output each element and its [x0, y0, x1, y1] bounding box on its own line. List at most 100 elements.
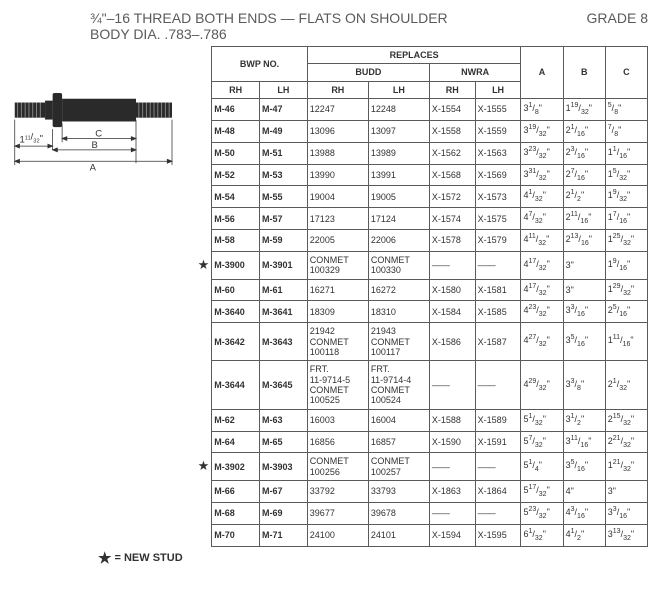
cell-nwra-lh: X-1579: [475, 230, 521, 252]
cell-nwra-lh: X-1864: [475, 481, 521, 503]
cell-a: 417/32": [521, 251, 563, 279]
cell-bwp-lh: M-49: [260, 120, 308, 142]
cell-c: 111/16": [605, 323, 647, 361]
cell-bwp-lh: M-3643: [260, 323, 308, 361]
table-row: M-46M-471224712248X-1554X-155531/8"119/3…: [190, 99, 648, 121]
star-cell: [190, 361, 212, 409]
cell-b: 119/32": [563, 99, 605, 121]
cell-a: 411/32": [521, 230, 563, 252]
star-cell: [190, 524, 212, 546]
table-row: M-54M-551900419005X-1572X-157341/32"21/2…: [190, 186, 648, 208]
cell-b: 3": [563, 279, 605, 301]
cell-c: 125/32": [605, 230, 647, 252]
cell-b: 35/16": [563, 453, 605, 481]
cell-b: 23/16": [563, 142, 605, 164]
cell-budd-rh: 13096: [307, 120, 368, 142]
cell-bwp-lh: M-3903: [260, 453, 308, 481]
cell-budd-lh: 24101: [368, 524, 429, 546]
cell-b: 211/16": [563, 208, 605, 230]
hdr-budd: BUDD: [307, 64, 429, 81]
cell-budd-rh: 33792: [307, 481, 368, 503]
cell-budd-lh: 13097: [368, 120, 429, 142]
cell-c: 3": [605, 481, 647, 503]
cell-c: 221/32": [605, 431, 647, 453]
cell-nwra-rh: ——: [429, 502, 475, 524]
cell-bwp-rh: M-46: [212, 99, 260, 121]
cell-budd-lh: 16272: [368, 279, 429, 301]
cell-bwp-rh: M-62: [212, 409, 260, 431]
hdr-budd-rh: RH: [307, 81, 368, 98]
cell-bwp-rh: M-3642: [212, 323, 260, 361]
cell-budd-rh: 19004: [307, 186, 368, 208]
cell-bwp-lh: M-51: [260, 142, 308, 164]
cell-b: 3": [563, 251, 605, 279]
table-row: M-66M-673379233793X-1863X-1864517/32"4"3…: [190, 481, 648, 503]
hdr-replaces: REPLACES: [307, 47, 521, 64]
cell-b: 43/16": [563, 502, 605, 524]
star-cell: [190, 99, 212, 121]
cell-bwp-rh: M-70: [212, 524, 260, 546]
table-row: M-64M-651685616857X-1590X-159157/32"311/…: [190, 431, 648, 453]
cell-budd-lh: 16004: [368, 409, 429, 431]
cell-budd-rh: 13990: [307, 164, 368, 186]
star-cell: ★: [190, 251, 212, 279]
cell-bwp-rh: M-3644: [212, 361, 260, 409]
cell-nwra-rh: X-1580: [429, 279, 475, 301]
cell-b: 33/16": [563, 301, 605, 323]
grade-label: GRADE 8: [587, 10, 648, 42]
star-cell: [190, 164, 212, 186]
cell-nwra-rh: ——: [429, 453, 475, 481]
cell-b: 311/16": [563, 431, 605, 453]
table-row: M-3644M-3645FRT.11-9714-5CONMET100525FRT…: [190, 361, 648, 409]
table-row: M-56M-571712317124X-1574X-157547/32"211/…: [190, 208, 648, 230]
cell-b: 31/2": [563, 409, 605, 431]
star-cell: [190, 431, 212, 453]
cell-c: 19/16": [605, 251, 647, 279]
table-row: M-50M-511398813989X-1562X-1563323/32"23/…: [190, 142, 648, 164]
cell-bwp-lh: M-71: [260, 524, 308, 546]
star-cell: [190, 208, 212, 230]
cell-nwra-rh: X-1562: [429, 142, 475, 164]
cell-nwra-lh: X-1591: [475, 431, 521, 453]
cell-budd-lh: 12248: [368, 99, 429, 121]
legend-star: ★: [98, 550, 111, 567]
cell-budd-rh: 24100: [307, 524, 368, 546]
cell-b: 21/2": [563, 186, 605, 208]
cell-bwp-rh: M-3900: [212, 251, 260, 279]
stud-svg: 111/32" C B A: [10, 76, 190, 180]
cell-bwp-rh: M-66: [212, 481, 260, 503]
cell-a: 51/32": [521, 409, 563, 431]
cell-budd-lh: CONMET100330: [368, 251, 429, 279]
cell-bwp-rh: M-3640: [212, 301, 260, 323]
cell-b: 33/8": [563, 361, 605, 409]
star-cell: [190, 142, 212, 164]
hdr-nwra: NWRA: [429, 64, 521, 81]
cell-c: 7/8": [605, 120, 647, 142]
cell-nwra-rh: X-1558: [429, 120, 475, 142]
cell-bwp-rh: M-58: [212, 230, 260, 252]
dim-a: A: [90, 163, 97, 174]
cell-budd-rh: 18309: [307, 301, 368, 323]
dim-small: 111/32": [19, 131, 43, 145]
cell-budd-rh: CONMET100329: [307, 251, 368, 279]
cell-budd-rh: 12247: [307, 99, 368, 121]
cell-budd-lh: 17124: [368, 208, 429, 230]
cell-budd-rh: 21942CONMET100118: [307, 323, 368, 361]
hdr-b: B: [563, 47, 605, 99]
cell-bwp-rh: M-60: [212, 279, 260, 301]
cell-bwp-lh: M-59: [260, 230, 308, 252]
cell-budd-rh: 16271: [307, 279, 368, 301]
cell-bwp-rh: M-54: [212, 186, 260, 208]
cell-bwp-lh: M-55: [260, 186, 308, 208]
table-row: M-68M-693967739678————523/32"43/16"33/16…: [190, 502, 648, 524]
hdr-c: C: [605, 47, 647, 99]
cell-c: 33/16": [605, 502, 647, 524]
cell-bwp-lh: M-61: [260, 279, 308, 301]
star-cell: [190, 502, 212, 524]
star-cell: [190, 301, 212, 323]
cell-nwra-lh: X-1589: [475, 409, 521, 431]
cell-budd-rh: 22005: [307, 230, 368, 252]
cell-nwra-rh: X-1588: [429, 409, 475, 431]
hdr-a: A: [521, 47, 563, 99]
table-row: ★M-3900M-3901CONMET100329CONMET100330———…: [190, 251, 648, 279]
